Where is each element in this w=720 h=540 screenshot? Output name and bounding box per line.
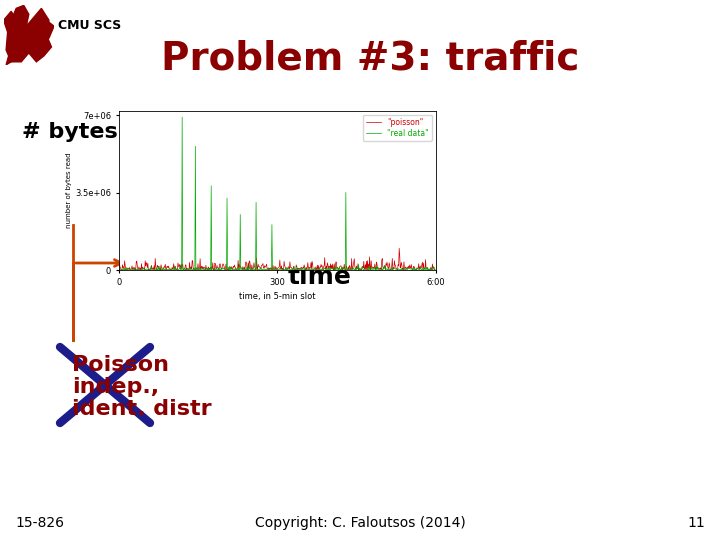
"real data" [431,267,439,273]
"poisson" [196,255,204,262]
Text: 11: 11 [688,516,705,530]
Polygon shape [4,11,19,35]
Polygon shape [6,56,14,65]
"real data" [114,267,123,273]
"poisson" [114,266,123,272]
Text: CMU SCS: CMU SCS [58,19,121,32]
Polygon shape [39,20,54,41]
"real data" [171,266,179,273]
Text: ident. distr: ident. distr [72,399,212,419]
"poisson" [225,267,233,273]
Line: "real data": "real data" [119,117,435,270]
Y-axis label: number of bytes read: number of bytes read [66,153,73,228]
Text: Problem #3: traffic: Problem #3: traffic [161,39,579,77]
Text: indep.,: indep., [72,377,159,397]
Legend: "poisson", "real data": "poisson", "real data" [363,114,432,141]
"poisson" [258,261,266,268]
"real data" [231,267,240,273]
"poisson" [395,245,403,252]
Text: 15-826: 15-826 [15,516,64,530]
"poisson" [431,267,439,273]
X-axis label: time, in 5-min slot: time, in 5-min slot [239,292,315,301]
Polygon shape [6,5,52,62]
"poisson" [353,265,361,272]
"poisson" [326,261,335,267]
"poisson" [302,267,310,273]
"real data" [178,114,186,120]
"real data" [327,265,336,272]
"real data" [302,266,310,273]
Text: time: time [288,265,352,289]
"real data" [197,265,205,272]
"real data" [258,266,267,273]
Text: # bytes: # bytes [22,122,118,142]
"poisson" [171,265,179,272]
Text: Poisson: Poisson [72,355,169,375]
Text: Copyright: C. Faloutsos (2014): Copyright: C. Faloutsos (2014) [255,516,465,530]
"real data" [354,265,362,272]
Line: "poisson": "poisson" [119,248,435,270]
